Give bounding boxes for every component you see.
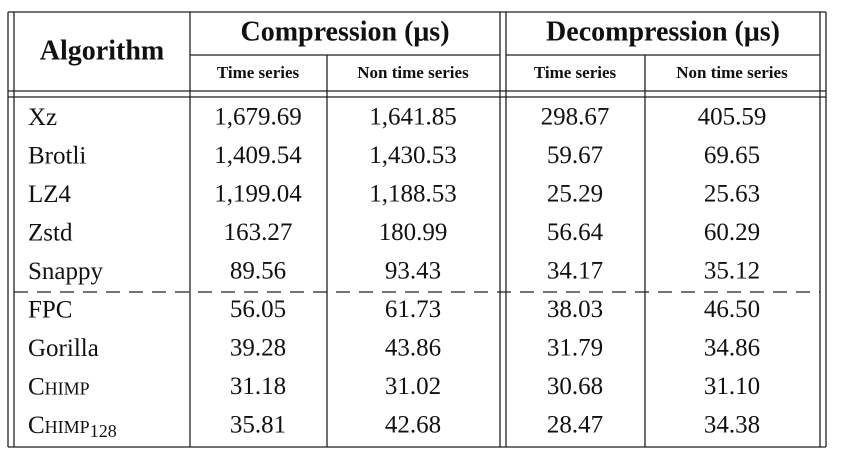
cell-value: 298.67	[541, 104, 610, 131]
row-name: LZ4	[28, 181, 72, 208]
cell-value: 25.29	[547, 181, 603, 208]
cell-value: 1,641.85	[369, 104, 457, 131]
cell-value: 1,409.54	[214, 142, 302, 169]
cell-value: 1,430.53	[369, 142, 457, 169]
cell-value: 163.27	[224, 219, 293, 246]
cell-value: 60.29	[704, 219, 760, 246]
row-name: Gorilla	[28, 335, 99, 362]
row-name: Zstd	[28, 219, 73, 246]
cell-value: 61.73	[385, 296, 441, 323]
cell-value: 59.67	[547, 142, 603, 169]
cell-value: 180.99	[379, 219, 448, 246]
row-label: LZ4	[28, 181, 72, 208]
cell-value: 35.12	[704, 258, 760, 285]
column-header: Non time series	[357, 63, 469, 82]
cell-value: 69.65	[704, 142, 760, 169]
cell-value: 35.81	[230, 412, 286, 439]
row-label: FPC	[28, 296, 72, 323]
column-header: Time series	[217, 63, 300, 82]
row-label: Chimp128	[28, 412, 117, 441]
cell-value: 30.68	[547, 373, 603, 400]
cell-value: 31.10	[704, 373, 760, 400]
column-header: Time series	[534, 63, 617, 82]
cell-value: 31.02	[385, 373, 441, 400]
cell-value: 31.79	[547, 335, 603, 362]
cell-value: 42.68	[385, 412, 441, 439]
row-label: Brotli	[28, 142, 86, 169]
row-name: Brotli	[28, 142, 86, 169]
cell-value: 89.56	[230, 258, 286, 285]
row-name: Snappy	[28, 258, 104, 285]
row-name: Chimp	[28, 412, 90, 439]
cell-value: 25.63	[704, 181, 760, 208]
cell-value: 34.38	[704, 412, 760, 439]
cell-value: 38.03	[547, 296, 603, 323]
row-label: Snappy	[28, 258, 104, 285]
header-algorithm: Algorithm	[40, 35, 164, 66]
row-label: Gorilla	[28, 335, 99, 362]
row-label: Zstd	[28, 219, 73, 246]
cell-value: 56.05	[230, 296, 286, 323]
cell-value: 56.64	[547, 219, 604, 246]
cell-value: 31.18	[230, 373, 286, 400]
group-title: Decompression (μs)	[546, 16, 780, 47]
cell-value: 39.28	[230, 335, 286, 362]
cell-value: 34.17	[547, 258, 603, 285]
row-name: FPC	[28, 296, 72, 323]
cell-value: 28.47	[547, 412, 603, 439]
cell-value: 1,679.69	[214, 104, 302, 131]
cell-value: 405.59	[698, 104, 767, 131]
cell-value: 93.43	[385, 258, 441, 285]
row-name: Xz	[28, 104, 57, 131]
cell-value: 46.50	[704, 296, 760, 323]
column-header: Non time series	[676, 63, 788, 82]
row-name: Chimp	[28, 373, 90, 400]
cell-value: 1,188.53	[369, 181, 457, 208]
cell-value: 43.86	[385, 335, 441, 362]
row-label: Chimp	[28, 373, 90, 400]
cell-value: 1,199.04	[214, 181, 302, 208]
row-subscript: 128	[90, 421, 117, 441]
cell-value: 34.86	[704, 335, 760, 362]
row-label: Xz	[28, 104, 57, 131]
borders	[7, 11, 827, 448]
group-title: Compression (μs)	[240, 16, 449, 47]
